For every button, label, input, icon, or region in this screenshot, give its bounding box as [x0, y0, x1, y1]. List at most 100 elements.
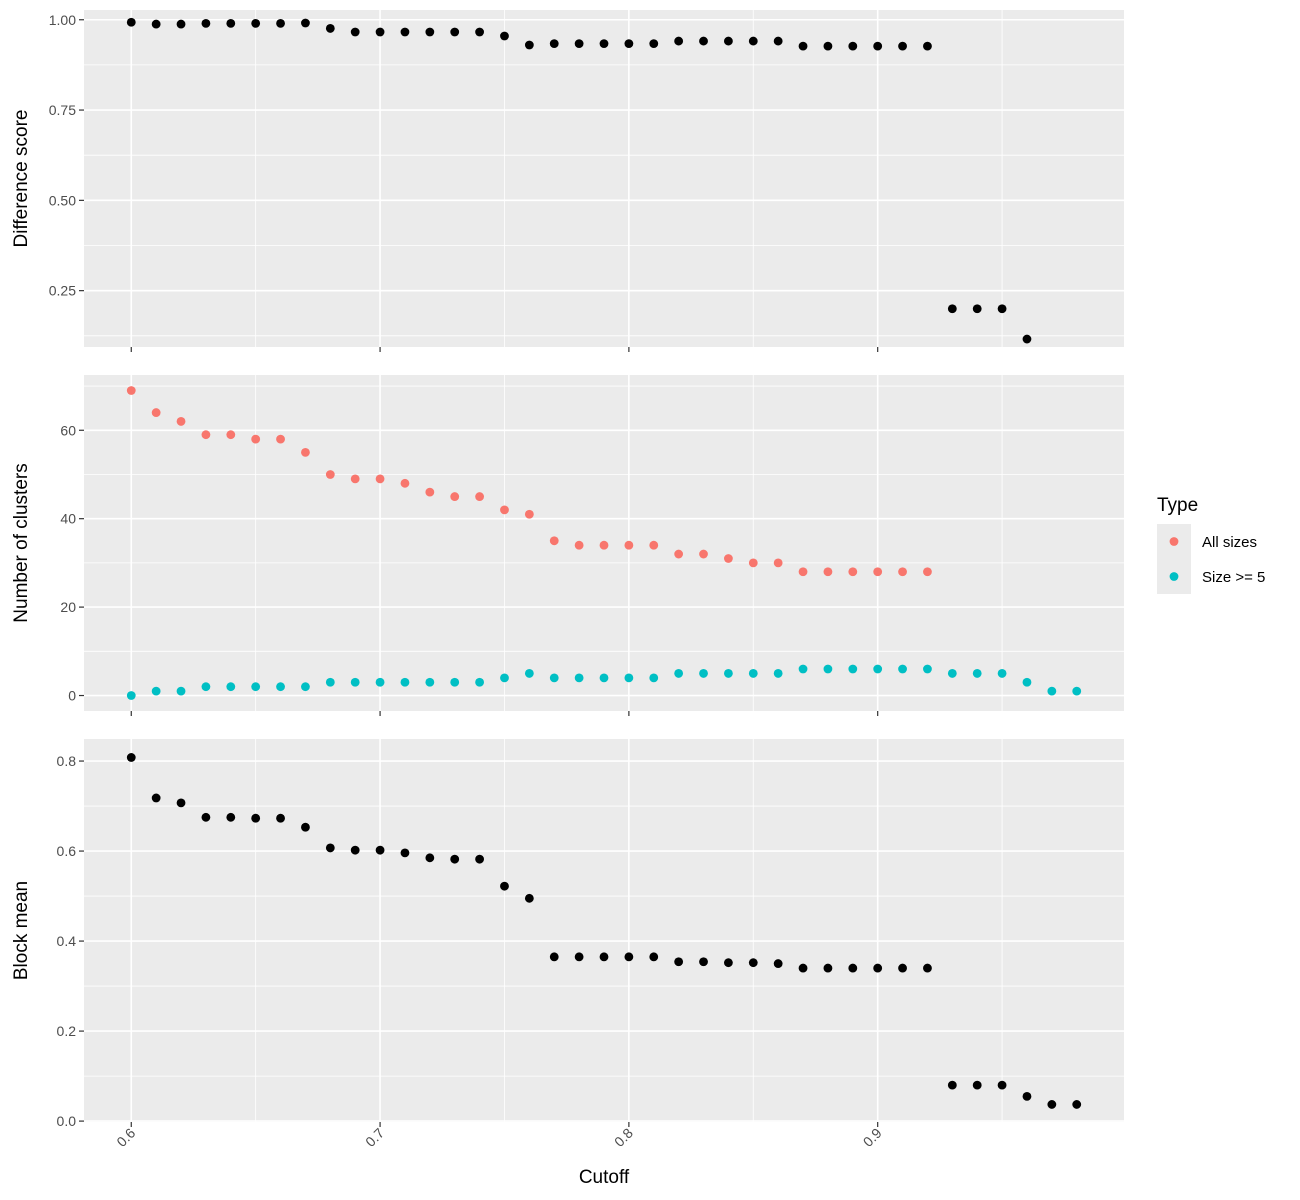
data-point — [972, 669, 982, 678]
data-point — [947, 304, 957, 314]
data-point — [301, 18, 310, 28]
data-point — [425, 27, 435, 37]
data-point — [126, 386, 136, 395]
y-tick-label: 0 — [68, 688, 76, 704]
y-tick-label: 0.25 — [49, 283, 76, 299]
y-tick-label: 20 — [60, 599, 76, 615]
data-point — [450, 27, 460, 37]
data-point — [1022, 1091, 1032, 1101]
data-point — [923, 567, 932, 577]
data-point — [276, 813, 285, 823]
y-tick-label: 60 — [60, 422, 76, 438]
data-point — [201, 18, 211, 28]
data-point — [848, 567, 858, 577]
data-point — [1022, 334, 1032, 344]
y-tick-label: 0.2 — [57, 1023, 77, 1039]
data-point — [997, 669, 1007, 678]
data-point — [773, 669, 783, 678]
data-point — [201, 812, 211, 822]
data-point — [450, 677, 460, 687]
panel-background — [84, 739, 1124, 1122]
data-point — [151, 19, 161, 29]
data-point — [1072, 686, 1082, 696]
chart-panels: 0.25 0.50 0.75 1.00 Difference score 0 20 40 60 N… — [11, 10, 1124, 1150]
x-tick-label: 0.7 — [362, 1125, 387, 1150]
y-tick-label: 0.50 — [49, 192, 76, 208]
series-2 — [126, 664, 1082, 700]
data-point — [699, 957, 708, 967]
data-point — [898, 664, 907, 674]
data-point — [947, 1080, 957, 1090]
series-1 — [126, 17, 1032, 344]
data-point — [997, 1080, 1007, 1090]
data-point — [350, 845, 360, 855]
y-tick-label: 0.75 — [49, 102, 76, 118]
y-axis-title: Number of clusters — [11, 463, 32, 622]
data-point — [674, 669, 684, 678]
legend-entries: All sizes Size >= 5 — [1157, 524, 1265, 594]
x-tick-label: 0.8 — [611, 1125, 636, 1150]
data-point — [524, 669, 534, 678]
data-point — [325, 677, 335, 687]
y-tick-label: 1.00 — [49, 12, 76, 28]
data-point — [649, 39, 659, 48]
data-point — [972, 304, 982, 314]
data-point — [251, 813, 261, 823]
data-point — [1047, 686, 1057, 696]
data-point — [898, 567, 907, 577]
data-point — [524, 509, 534, 519]
data-point — [425, 677, 435, 687]
data-point — [475, 492, 484, 501]
data-point — [201, 682, 211, 692]
data-point — [624, 39, 634, 48]
data-point — [798, 41, 808, 51]
series-1 — [126, 386, 932, 577]
data-point — [624, 952, 634, 962]
y-tick-label: 0.4 — [57, 933, 77, 949]
data-point — [674, 957, 684, 967]
legend-label: Size >= 5 — [1202, 569, 1265, 586]
data-point — [773, 558, 783, 568]
x-axis-title: Cutoff — [579, 1167, 630, 1188]
data-point — [126, 17, 136, 27]
legend-title: Type — [1157, 495, 1198, 516]
data-point — [549, 673, 559, 683]
data-point — [898, 963, 907, 973]
data-point — [649, 540, 659, 550]
data-point — [599, 39, 609, 48]
data-point — [873, 41, 883, 51]
data-point — [500, 31, 509, 41]
data-point — [972, 1080, 982, 1090]
data-point — [475, 27, 484, 37]
x-tick-label: 0.9 — [860, 1125, 885, 1150]
data-point — [748, 36, 758, 46]
data-point — [226, 18, 236, 28]
data-point — [773, 36, 783, 46]
legend-entry: All sizes — [1157, 524, 1257, 559]
data-point — [823, 567, 833, 577]
data-point — [251, 682, 261, 692]
data-point — [251, 434, 261, 444]
data-point — [524, 40, 534, 50]
data-point — [798, 664, 808, 674]
data-point — [798, 567, 808, 577]
y-axis-title: Block mean — [11, 881, 32, 980]
data-point — [450, 492, 460, 501]
data-point — [923, 41, 932, 51]
series-1 — [126, 753, 1082, 1109]
panel-3: 0.0 0.2 0.4 0.6 0.8 Block mean — [11, 739, 1124, 1129]
panel-1: 0.25 0.50 0.75 1.00 Difference score — [11, 10, 1124, 352]
panel-2: 0 20 40 60 Number of clusters — [11, 375, 1124, 716]
data-point — [1072, 1100, 1082, 1109]
data-point — [649, 952, 659, 962]
data-point — [574, 673, 584, 683]
data-point — [375, 677, 385, 687]
data-point — [848, 41, 858, 51]
data-point — [823, 963, 833, 973]
data-point — [500, 881, 509, 891]
data-point — [226, 812, 236, 822]
data-point — [151, 686, 161, 696]
data-point — [649, 673, 659, 683]
data-point — [325, 843, 335, 853]
